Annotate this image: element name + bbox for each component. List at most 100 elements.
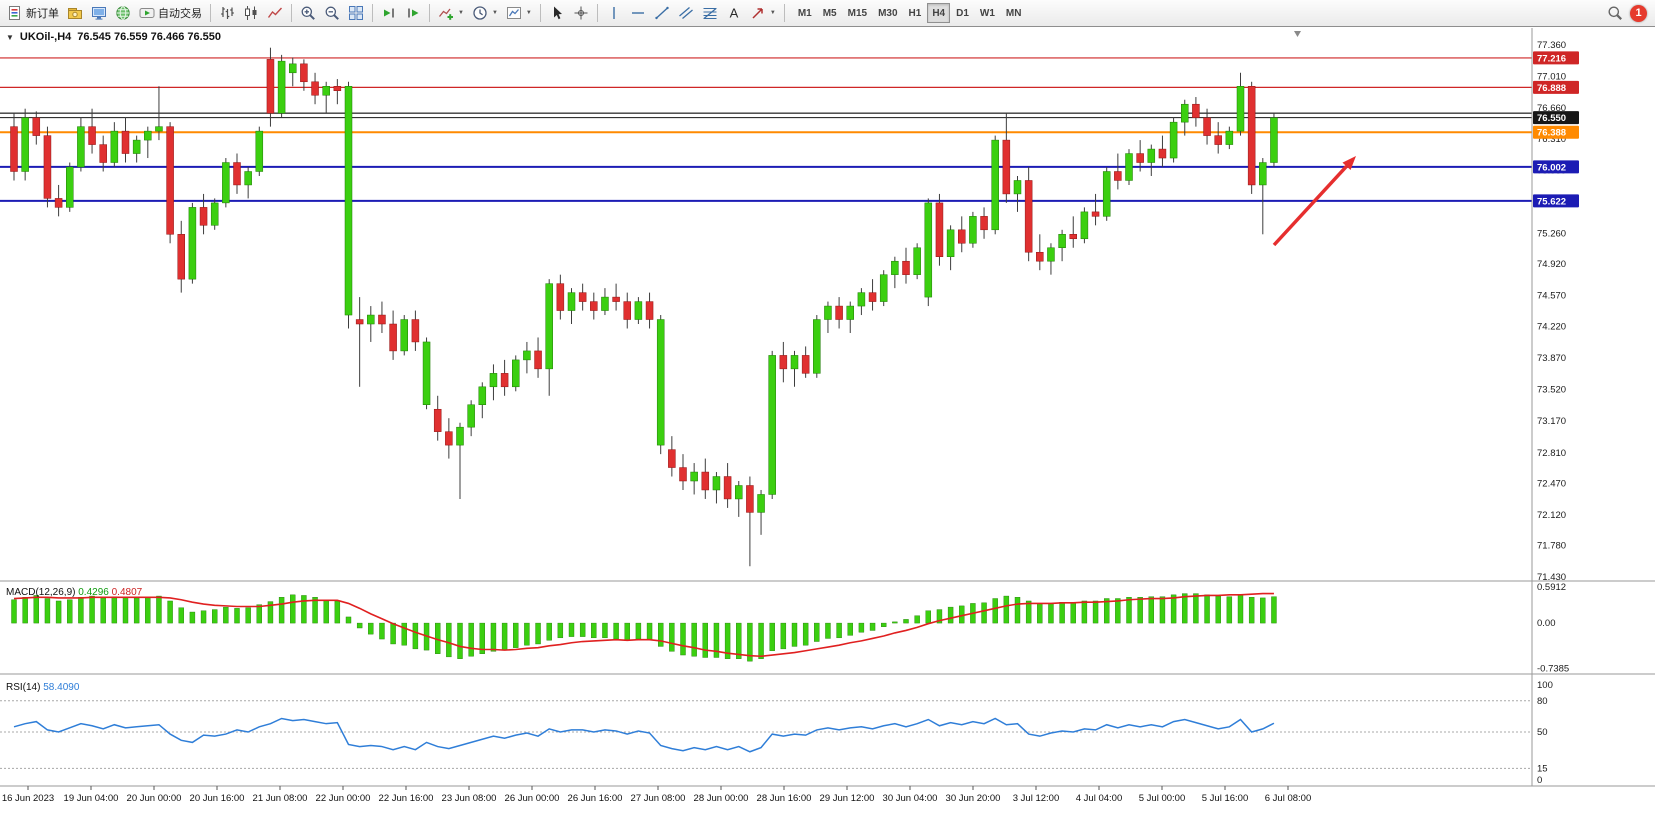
fibonacci-icon (702, 5, 718, 21)
x-axis-label[interactable]: 23 Jun 08:00 (442, 793, 497, 804)
x-axis-label[interactable]: 4 Jul 04:00 (1076, 793, 1122, 804)
x-axis-label[interactable]: 20 Jun 16:00 (190, 793, 245, 804)
candle (567, 288, 576, 325)
timeframe-h4[interactable]: H4 (927, 3, 951, 23)
timeframe-m15[interactable]: M15 (847, 7, 868, 19)
x-axis-label[interactable]: 30 Jun 20:00 (946, 793, 1001, 804)
svg-text:76.388: 76.388 (1537, 128, 1566, 139)
chart-shift-marker[interactable] (1294, 31, 1301, 37)
candle (656, 315, 665, 455)
candle (1236, 72, 1245, 136)
svg-text:75.622: 75.622 (1537, 196, 1566, 207)
trendline-tool-button[interactable] (650, 2, 674, 24)
y-axis-label: 74.920 (1537, 259, 1566, 270)
horizontal-line-tool-button[interactable] (626, 2, 650, 24)
main-toolbar: 新订单 自动交易 ▼ ▼ ▼ A ▼ M1 M5 M15 M30 H1 H4 D1 W1 MN 1 (0, 0, 1655, 27)
arrows-tool-button[interactable]: ▼ (746, 2, 780, 24)
candle (1247, 81, 1256, 194)
zoom-out-button[interactable] (320, 2, 344, 24)
timeframe-m1[interactable]: M1 (797, 7, 812, 19)
candle (1270, 113, 1278, 168)
candle (110, 122, 119, 168)
text-tool-button[interactable]: A (722, 2, 746, 24)
x-axis-label[interactable]: 29 Jun 12:00 (820, 793, 875, 804)
macd-histogram-bar (234, 608, 240, 624)
macd-histogram-bar (479, 622, 485, 654)
x-axis-label[interactable]: 26 Jun 16:00 (568, 793, 623, 804)
collapse-chevron-icon[interactable]: ▼ (6, 32, 14, 42)
x-axis-label[interactable]: 28 Jun 00:00 (694, 793, 749, 804)
macd-histogram-bar (836, 622, 842, 639)
cursor-tool-button[interactable] (545, 2, 569, 24)
macd-histogram-bar (546, 622, 552, 641)
x-axis-label[interactable]: 20 Jun 00:00 (127, 793, 182, 804)
indicators-list-button[interactable]: ▼ (434, 2, 468, 24)
timeframe-w1[interactable]: W1 (979, 7, 995, 19)
x-axis-label[interactable]: 16 Jun 2023 (2, 793, 54, 804)
periods-button[interactable]: ▼ (468, 2, 502, 24)
channel-tool-button[interactable] (674, 2, 698, 24)
x-axis-label[interactable]: 21 Jun 08:00 (253, 793, 308, 804)
timeframe-d1[interactable]: D1 (956, 7, 969, 19)
macd-histogram-bar (1215, 595, 1221, 624)
x-axis-label[interactable]: 26 Jun 00:00 (505, 793, 560, 804)
x-axis-label[interactable]: 19 Jun 04:00 (64, 793, 119, 804)
x-axis-label[interactable]: 5 Jul 16:00 (1202, 793, 1248, 804)
timeframe-m30[interactable]: M30 (878, 7, 898, 19)
macd-histogram-bar (959, 605, 965, 624)
dropdown-caret-icon: ▼ (525, 10, 532, 16)
timeframe-h1[interactable]: H1 (908, 7, 922, 19)
x-axis-label[interactable]: 27 Jun 08:00 (631, 793, 686, 804)
autotrading-button[interactable]: 自动交易 (135, 2, 206, 24)
bar-chart-button[interactable] (215, 2, 239, 24)
new-order-button[interactable]: 新订单 (3, 2, 63, 24)
macd-histogram-bar (290, 594, 296, 624)
templates-button[interactable]: ▼ (502, 2, 536, 24)
fibonacci-tool-button[interactable] (698, 2, 722, 24)
x-axis-label[interactable]: 22 Jun 16:00 (379, 793, 434, 804)
macd-histogram-bar (345, 616, 352, 624)
timeframe-mn[interactable]: MN (1005, 7, 1022, 19)
candle (545, 279, 553, 396)
candlestick-chart-button[interactable] (239, 2, 263, 24)
y-axis-label: 72.810 (1537, 448, 1566, 459)
search-icon[interactable] (1607, 5, 1623, 21)
x-axis-label[interactable]: 28 Jun 16:00 (757, 793, 812, 804)
x-axis-label[interactable]: 6 Jul 08:00 (1265, 793, 1311, 804)
candle (1069, 216, 1077, 248)
x-axis-label[interactable]: 22 Jun 00:00 (316, 793, 371, 804)
trend-arrow-annotation[interactable] (1272, 156, 1356, 247)
terminal-button[interactable] (87, 2, 111, 24)
deposit-button[interactable] (63, 2, 87, 24)
macd-histogram-bar (390, 622, 396, 645)
zoom-in-button[interactable] (296, 2, 320, 24)
macd-histogram-bar (100, 597, 106, 624)
candle (790, 350, 799, 387)
toolbar-right-group: 1 (1607, 4, 1652, 22)
candle (612, 283, 620, 311)
community-button[interactable] (111, 2, 135, 24)
candle (980, 207, 988, 239)
candle (43, 126, 52, 208)
vline-icon (606, 5, 622, 21)
candle (500, 359, 509, 396)
tile-windows-button[interactable] (344, 2, 368, 24)
x-axis-label[interactable]: 3 Jul 12:00 (1013, 793, 1059, 804)
text-tool-icon: A (726, 5, 742, 21)
macd-histogram-bar (55, 600, 62, 624)
macd-histogram-bar (1003, 595, 1010, 624)
macd-histogram-bar (189, 611, 196, 624)
candle (99, 135, 107, 172)
crosshair-tool-button[interactable] (569, 2, 593, 24)
timeframe-m5[interactable]: M5 (822, 7, 837, 19)
macd-histogram-bar (412, 622, 419, 650)
x-axis-label[interactable]: 5 Jul 00:00 (1139, 793, 1185, 804)
notification-badge[interactable]: 1 (1630, 4, 1647, 22)
vertical-line-tool-button[interactable] (602, 2, 626, 24)
chart-shift-button[interactable] (401, 2, 425, 24)
y-axis-label: 76.660 (1537, 103, 1566, 114)
line-chart-button[interactable] (263, 2, 287, 24)
auto-scroll-button[interactable] (377, 2, 401, 24)
macd-histogram-bar (1182, 593, 1188, 624)
x-axis-label[interactable]: 30 Jun 04:00 (883, 793, 938, 804)
